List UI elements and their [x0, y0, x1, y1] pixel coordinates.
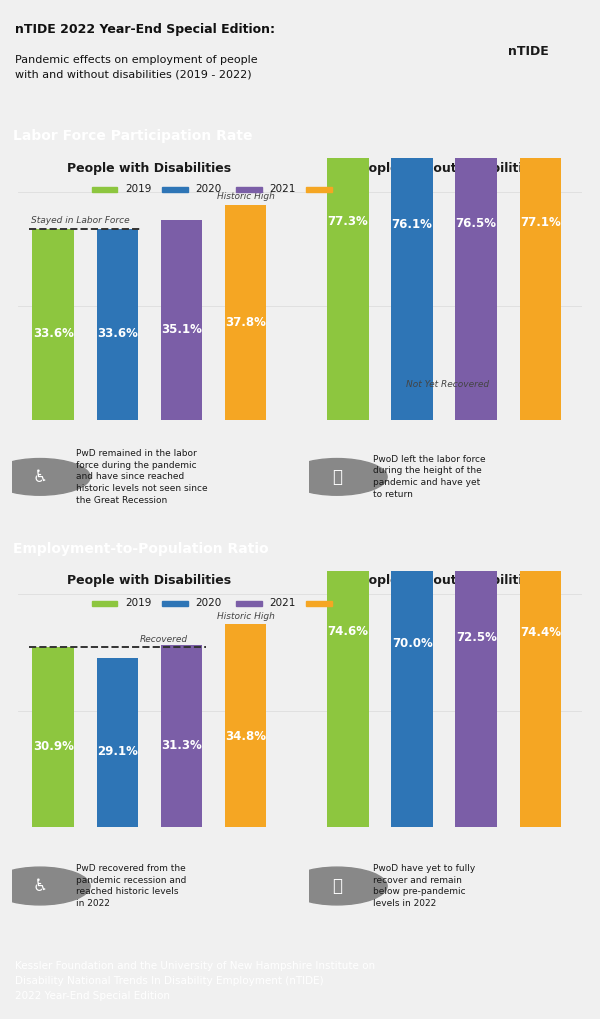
Text: 70.0%: 70.0%: [392, 637, 433, 650]
Bar: [391, 419, 433, 827]
Bar: [236, 600, 262, 605]
Text: People without Disabilities: People without Disabilities: [350, 575, 538, 588]
Bar: [32, 647, 74, 827]
Bar: [307, 187, 332, 193]
Text: Kessler Foundation and the University of New Hampshire Institute on
Disability N: Kessler Foundation and the University of…: [15, 961, 375, 1001]
Text: Employment-to-Population Ratio: Employment-to-Population Ratio: [13, 542, 269, 555]
Bar: [97, 228, 138, 420]
Text: 🚶: 🚶: [332, 877, 342, 895]
Text: 2019: 2019: [125, 598, 151, 607]
Text: 37.8%: 37.8%: [225, 317, 266, 329]
Bar: [455, 405, 497, 827]
Bar: [162, 187, 188, 193]
Text: PwD remained in the labor
force during the pandemic
and have since reached
histo: PwD remained in the labor force during t…: [76, 448, 208, 505]
Text: Labor Force Participation Rate: Labor Force Participation Rate: [13, 129, 253, 143]
Text: PwoD have yet to fully
recover and remain
below pre-pandemic
levels in 2022: PwoD have yet to fully recover and remai…: [373, 864, 475, 908]
Text: 74.6%: 74.6%: [328, 625, 368, 638]
Text: PwoD left the labor force
during the height of the
pandemic and have yet
to retu: PwoD left the labor force during the hei…: [373, 454, 486, 499]
Text: nTIDE: nTIDE: [508, 45, 548, 58]
Circle shape: [0, 459, 90, 495]
Text: Stayed in Labor Force: Stayed in Labor Force: [31, 216, 130, 225]
Text: ♿: ♿: [32, 468, 47, 486]
Bar: [236, 187, 262, 193]
Bar: [32, 228, 74, 420]
Text: Pandemic effects on employment of people
with and without disabilities (2019 - 2: Pandemic effects on employment of people…: [15, 55, 257, 79]
Text: 76.5%: 76.5%: [456, 217, 497, 230]
Text: 29.1%: 29.1%: [97, 745, 138, 757]
Circle shape: [0, 867, 90, 905]
Text: 33.6%: 33.6%: [33, 327, 74, 340]
Circle shape: [287, 459, 387, 495]
Text: 77.3%: 77.3%: [328, 215, 368, 228]
Bar: [327, 0, 369, 420]
Text: Not Yet Recovered: Not Yet Recovered: [406, 380, 489, 389]
Text: 35.1%: 35.1%: [161, 323, 202, 336]
Text: 33.6%: 33.6%: [97, 327, 138, 340]
Text: 2020: 2020: [196, 598, 222, 607]
Text: 2021: 2021: [269, 598, 296, 607]
Text: 76.1%: 76.1%: [392, 218, 433, 231]
Text: People with Disabilities: People with Disabilities: [67, 162, 232, 175]
Bar: [327, 392, 369, 827]
Text: PwD recovered from the
pandemic recession and
reached historic levels
in 2022: PwD recovered from the pandemic recessio…: [76, 864, 187, 908]
Text: 🚶: 🚶: [332, 468, 342, 486]
Text: 2021: 2021: [269, 184, 296, 195]
Bar: [92, 600, 118, 605]
Text: People with Disabilities: People with Disabilities: [67, 575, 232, 588]
Bar: [161, 220, 202, 420]
Bar: [97, 657, 138, 827]
Text: 74.4%: 74.4%: [520, 626, 561, 639]
Text: 2019: 2019: [125, 184, 151, 195]
Bar: [161, 645, 202, 827]
Circle shape: [287, 867, 387, 905]
Bar: [520, 0, 561, 420]
Text: 31.3%: 31.3%: [161, 739, 202, 752]
Text: Historic High: Historic High: [217, 193, 274, 201]
Text: ♿: ♿: [32, 877, 47, 895]
Text: Historic High: Historic High: [217, 612, 274, 622]
Text: 77.1%: 77.1%: [520, 216, 561, 229]
Text: 2022: 2022: [340, 598, 366, 607]
Text: 30.9%: 30.9%: [33, 740, 74, 753]
Bar: [391, 0, 433, 420]
Bar: [224, 625, 266, 827]
Bar: [307, 600, 332, 605]
Text: 2020: 2020: [196, 184, 222, 195]
Text: Recovered: Recovered: [140, 635, 188, 644]
Text: 72.5%: 72.5%: [456, 631, 497, 644]
Text: 2022: 2022: [340, 184, 366, 195]
Bar: [520, 393, 561, 827]
Bar: [162, 600, 188, 605]
Bar: [224, 205, 266, 420]
Text: People without Disabilities: People without Disabilities: [350, 162, 538, 175]
Bar: [455, 0, 497, 420]
Text: nTIDE 2022 Year-End Special Edition:: nTIDE 2022 Year-End Special Edition:: [15, 23, 275, 36]
Bar: [92, 187, 118, 193]
Text: 34.8%: 34.8%: [225, 730, 266, 743]
